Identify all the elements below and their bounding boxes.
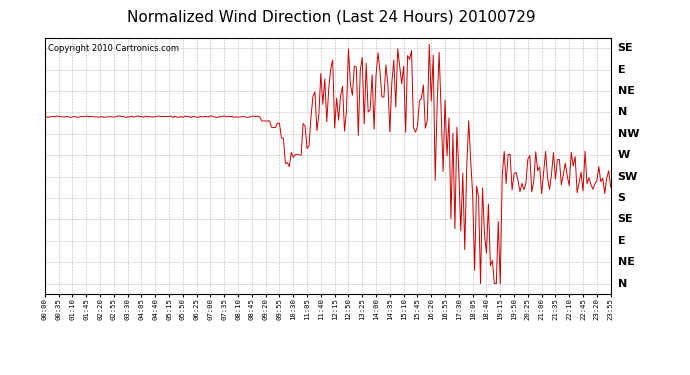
Text: SE: SE bbox=[618, 214, 633, 225]
Text: NE: NE bbox=[618, 257, 634, 267]
Text: W: W bbox=[618, 150, 630, 160]
Text: NE: NE bbox=[618, 86, 634, 96]
Text: E: E bbox=[618, 236, 625, 246]
Text: SE: SE bbox=[618, 43, 633, 53]
Text: SW: SW bbox=[618, 172, 638, 182]
Text: S: S bbox=[618, 193, 626, 203]
Text: Normalized Wind Direction (Last 24 Hours) 20100729: Normalized Wind Direction (Last 24 Hours… bbox=[127, 9, 535, 24]
Text: N: N bbox=[618, 279, 627, 289]
Text: E: E bbox=[618, 64, 625, 75]
Text: Copyright 2010 Cartronics.com: Copyright 2010 Cartronics.com bbox=[48, 44, 179, 53]
Text: N: N bbox=[618, 107, 627, 117]
Text: NW: NW bbox=[618, 129, 639, 139]
